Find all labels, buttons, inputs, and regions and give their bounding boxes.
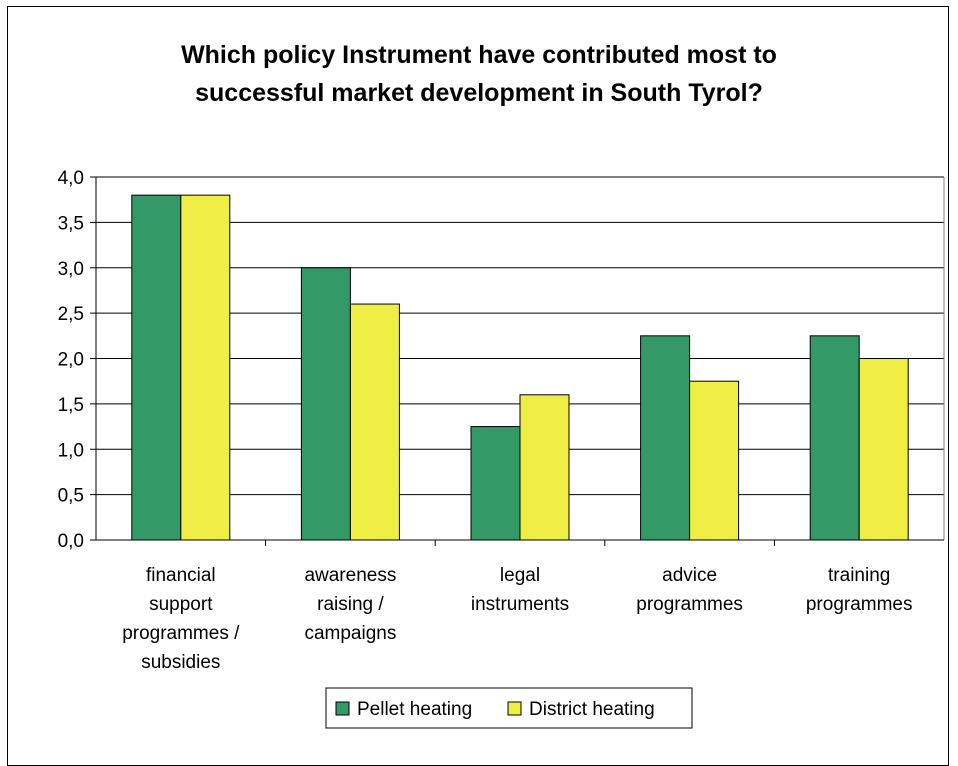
category-label: subsidies [141,652,220,673]
bar-pellet-heating [809,335,860,541]
chart-title: Which policy Instrument have contributed… [0,36,958,112]
category-label: financial [146,565,216,586]
chart-title-line-1: Which policy Instrument have contributed… [181,41,777,69]
category-label: raising / [317,594,384,615]
y-tick-label: 1,0 [58,440,84,461]
bar-pellet-heating [640,335,691,541]
bars [131,194,909,541]
category-label: training [828,565,890,586]
y-tick-label: 2,0 [58,350,84,371]
category-label: programmes [636,594,743,615]
category-label: programmes [806,594,913,615]
bar-district-heating [349,303,400,541]
y-tick-label: 2,5 [58,304,84,325]
legend-label: Pellet heating [357,699,472,720]
y-tick-label: 0,0 [58,531,84,552]
category-label: advice [662,565,717,586]
category-label: awareness [304,565,396,586]
category-label: instruments [471,594,569,615]
legend-label: District heating [529,699,655,720]
bar-district-heating [519,394,570,541]
category-labels: financial support programmes / subsidies awa… [122,565,912,673]
bar-district-heating [180,194,231,541]
chart-title-line-2: successful market development in South T… [195,79,763,107]
bar-district-heating [689,380,740,541]
y-tick-label: 4,0 [58,168,84,189]
legend-swatch [335,701,350,716]
bar-pellet-heating [470,426,521,541]
category-label: support [149,594,213,615]
category-label: legal [500,565,540,586]
axes: 0,0 0,5 1,0 1,5 2,0 2,5 3,0 3,5 4,0 [58,168,945,552]
bar-pellet-heating [131,194,182,541]
legend: Pellet heating District heating [325,687,693,729]
y-tick-label: 0,5 [58,486,84,507]
y-tick-label: 1,5 [58,395,84,416]
y-tick-label: 3,5 [58,213,84,234]
category-label: programmes / [122,623,240,644]
legend-swatch [507,701,522,716]
category-label: campaigns [304,623,396,644]
bar-pellet-heating [300,267,351,541]
bar-district-heating [858,358,909,541]
y-tick-label: 3,0 [58,259,84,280]
